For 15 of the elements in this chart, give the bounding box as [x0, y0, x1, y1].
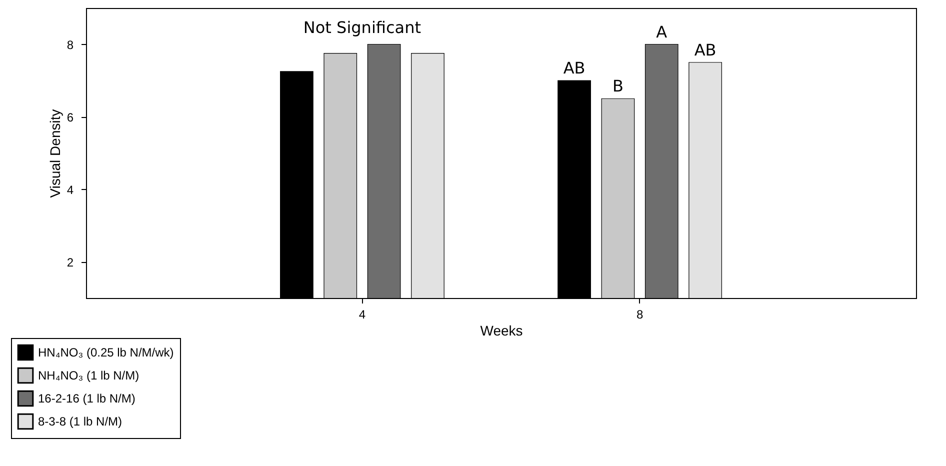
- data-label: B: [612, 76, 624, 96]
- data-label: AB: [563, 58, 586, 78]
- y-tick-label: 4: [66, 182, 74, 197]
- legend-label: 16-2-16 (1 lb N/M): [38, 392, 136, 406]
- x-axis-title: Weeks: [480, 322, 523, 338]
- legend-label: NH₄NO₃ (1 lb N/M): [38, 368, 140, 382]
- legend-label: 8-3-8 (1 lb N/M): [38, 414, 122, 428]
- data-label: A: [656, 22, 668, 42]
- data-label: AB: [694, 40, 716, 60]
- legend-label: HN₄NO₃ (0.25 lb N/M/wk): [38, 346, 174, 360]
- annotation: Not Significant: [303, 18, 421, 37]
- y-tick-label: 2: [66, 255, 74, 270]
- y-tick-label: 6: [66, 110, 74, 124]
- y-axis-title: Visual Density: [46, 109, 63, 198]
- y-tick-label: 8: [66, 38, 74, 52]
